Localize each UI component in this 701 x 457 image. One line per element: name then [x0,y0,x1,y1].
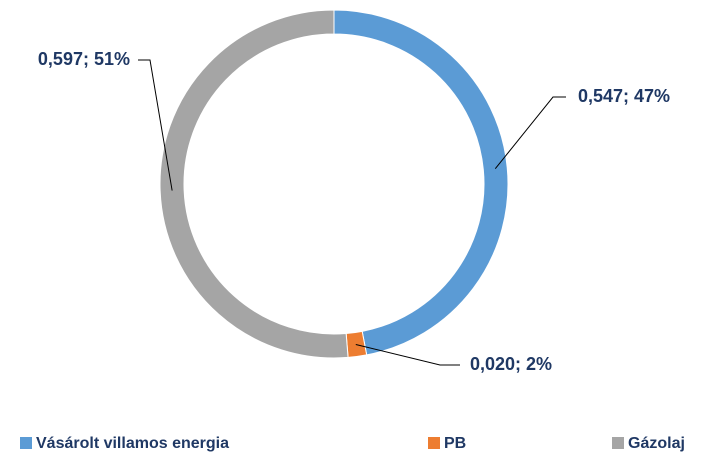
legend-label: PB [444,435,466,452]
data-label: 0,547; 47% [578,86,670,106]
data-label: 0,020; 2% [470,354,552,374]
legend-label: Vásárolt villamos energia [36,435,229,452]
legend-swatch [20,437,32,449]
leader-line [355,344,460,366]
donut-segment [159,9,349,359]
legend-swatch [612,437,624,449]
legend-label: Gázolaj [628,435,685,452]
leader-line [138,59,173,191]
legend-swatch [428,437,440,449]
donut-segment [333,9,509,356]
data-label: 0,597; 51% [38,49,130,69]
leader-line [494,96,566,170]
